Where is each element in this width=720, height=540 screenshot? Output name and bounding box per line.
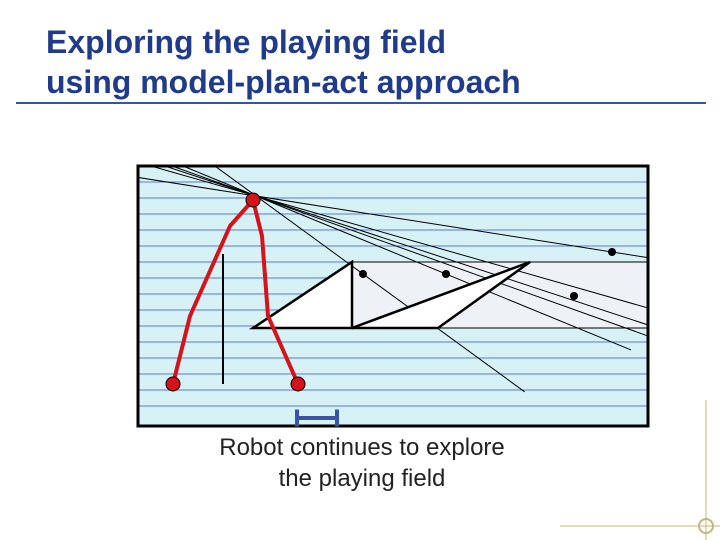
corner-decoration [0,0,720,540]
